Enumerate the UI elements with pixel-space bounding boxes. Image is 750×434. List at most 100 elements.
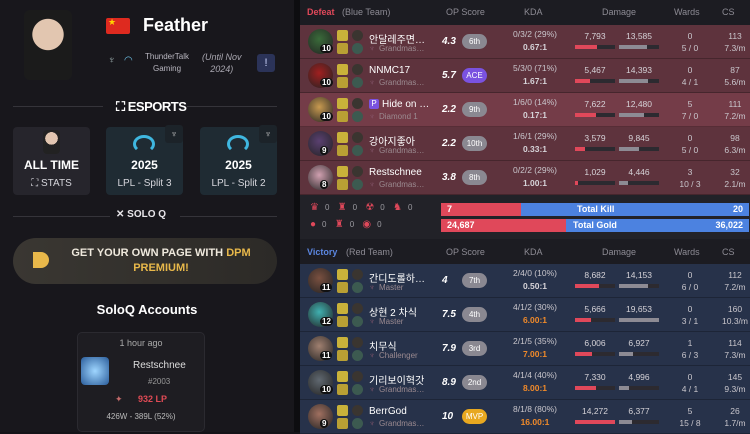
card-2025-split-2[interactable]: ♆ 2025 LPL - Split 2 bbox=[200, 125, 277, 195]
card-all-time-stats[interactable]: ALL TIME ⛶ STATS bbox=[13, 127, 90, 195]
damage-taken-fill bbox=[619, 45, 647, 49]
blue-result: Defeat bbox=[307, 7, 335, 17]
op-rank-badge: 4th bbox=[462, 307, 487, 322]
damage-taken: 14,153 bbox=[626, 270, 652, 280]
wards-placed-killed: 10 / 3 bbox=[679, 179, 701, 189]
op-rank-badge: 8th bbox=[462, 170, 487, 185]
china-flag-icon bbox=[106, 17, 130, 34]
damage-taken-bar bbox=[619, 386, 659, 390]
player-row[interactable]: 10 안달레주면… ♆ Grandmas… 4.3 6th 0/3/2 (29%… bbox=[300, 25, 750, 59]
damage-dealt-bar bbox=[575, 181, 615, 185]
wards-placed-killed: 4 / 1 bbox=[681, 384, 699, 394]
wards: 3 10 / 3 bbox=[678, 166, 702, 190]
player-row[interactable]: 11 간디도롤하… ♆ Master 4 7th 2/4/0 (10%) 0.5… bbox=[300, 264, 750, 298]
kda: 2/1/5 (35%) bbox=[513, 336, 557, 346]
team-name-line: Gaming bbox=[153, 64, 182, 73]
wards-placed-killed: 4 / 1 bbox=[681, 77, 699, 87]
col-op-score: OP Score bbox=[446, 7, 485, 17]
baron-count: 0 bbox=[324, 203, 330, 212]
op-rank-badge: 6th bbox=[462, 34, 487, 49]
summoner-name[interactable]: BerrGod bbox=[369, 406, 407, 417]
card-subtitle-text: STATS bbox=[41, 178, 72, 189]
cs-per-minute: 6.3/m bbox=[724, 145, 746, 155]
inhibitor-icon: ♜ bbox=[334, 219, 344, 230]
rank-tier: Grandmas… bbox=[379, 78, 425, 87]
damage-taken: 12,480 bbox=[626, 99, 652, 109]
wards: 0 4 / 1 bbox=[678, 64, 702, 88]
summoner-name[interactable]: Hide on b… bbox=[382, 99, 434, 110]
damage-dealt-fill bbox=[575, 147, 586, 151]
op-score: 7.5 bbox=[442, 309, 456, 320]
damage-dealt-bar bbox=[575, 113, 615, 117]
wards-placed-killed: 3 / 1 bbox=[681, 316, 699, 326]
player-thumbnail bbox=[43, 130, 60, 154]
team-name[interactable]: ThunderTalk Gaming bbox=[145, 51, 189, 75]
player-row[interactable]: 11 치무식 ♆ Challenger 7.9 3rd 2/1/5 (35%) … bbox=[300, 332, 750, 366]
damage-taken-bar bbox=[619, 79, 659, 83]
damage-dealt: 8,682 bbox=[584, 270, 606, 280]
rank-tier: Master bbox=[379, 283, 404, 292]
cs-per-minute: 5.6/m bbox=[724, 77, 746, 87]
summoner-spell-icon bbox=[337, 64, 348, 75]
damage-dealt-bar bbox=[575, 386, 615, 390]
player-row[interactable]: 10 기리보이혁갓 ♆ Grandmas… 8.9 2nd 4/1/4 (40%… bbox=[300, 366, 750, 400]
keystone-rune-icon bbox=[352, 132, 363, 143]
cs-total: 160 bbox=[727, 304, 743, 314]
damage-taken: 6,377 bbox=[628, 406, 650, 416]
kda: 0/2/2 (29%) bbox=[513, 165, 557, 175]
champion-level: 9 bbox=[320, 419, 329, 428]
secondary-rune-icon bbox=[352, 43, 363, 54]
summoner-spell-icon bbox=[337, 98, 348, 109]
player-row[interactable]: 10 P Hide on b… ♆ Diamond 1 2.2 9th 1/6/… bbox=[300, 93, 750, 127]
team-until: (Until Nov 2024) bbox=[202, 51, 242, 75]
col-wards: Wards bbox=[674, 247, 700, 257]
summoner-spell-icon bbox=[337, 350, 348, 361]
card-2025-split-3[interactable]: ♆ 2025 LPL - Split 3 bbox=[106, 125, 183, 195]
damage-dealt-fill bbox=[575, 318, 591, 322]
op-score: 7.9 bbox=[442, 343, 456, 354]
damage-taken-bar bbox=[619, 147, 659, 151]
blue-gold-fill bbox=[441, 219, 567, 232]
keystone-rune-icon bbox=[352, 303, 363, 314]
cs-per-minute: 9.3/m bbox=[724, 384, 746, 394]
divider bbox=[180, 216, 277, 217]
rank-tier: Grandmas… bbox=[379, 44, 425, 53]
promo-premium: PREMIUM! bbox=[133, 262, 189, 274]
summoner-name[interactable]: Restschnee bbox=[369, 167, 422, 178]
op-score: 3.8 bbox=[442, 172, 456, 183]
cs: 145 9.3/m bbox=[720, 371, 750, 395]
op-rank-badge: 10th bbox=[462, 136, 487, 151]
player-row[interactable]: 12 상현 2 차식 ♆ Master 7.5 4th 4/1/2 (30%) … bbox=[300, 298, 750, 332]
premium-promo-button[interactable]: GET YOUR OWN PAGE WITH DPM PREMIUM! bbox=[13, 238, 277, 284]
player-row[interactable]: 9 BerrGod ♆ Grandmas… 10 MVP 8/1/8 (80%)… bbox=[300, 400, 750, 434]
op-score: 4.3 bbox=[442, 36, 456, 47]
red-result: Victory bbox=[307, 247, 338, 257]
col-cs: CS bbox=[722, 7, 735, 17]
op-rank-badge: 2nd bbox=[462, 375, 487, 390]
player-row[interactable]: 8 Restschnee ♆ Grandmas… 3.8 8th 0/2/2 (… bbox=[300, 161, 750, 195]
trophy-button[interactable]: ! bbox=[257, 54, 275, 72]
cs-per-minute: 10.3/m bbox=[722, 316, 748, 326]
damage-dealt-fill bbox=[575, 386, 596, 390]
rank-icon: ♆ bbox=[369, 78, 375, 87]
damage-dealt-fill bbox=[575, 420, 615, 424]
player-row[interactable]: 10 NNMC17 ♆ Grandmas… 5.7 ACE 5/3/0 (71%… bbox=[300, 59, 750, 93]
damage-dealt-fill bbox=[575, 352, 592, 356]
player-row[interactable]: 9 강아지좋아 ♆ Grandmas… 2.2 10th 1/6/1 (29%)… bbox=[300, 127, 750, 161]
summoner-name[interactable]: NNMC17 bbox=[369, 65, 411, 76]
match-scoreboard: Defeat (Blue Team) OP Score KDA Damage W… bbox=[300, 0, 750, 434]
damage-taken: 14,393 bbox=[626, 65, 652, 75]
tower-count: 0 bbox=[322, 220, 327, 229]
damage-taken-bar bbox=[619, 181, 659, 185]
account-lp: 932 LP bbox=[138, 394, 168, 404]
soloq-account-card[interactable]: 1 hour ago Restschnee #2003 ✦ 932 LP 426… bbox=[77, 332, 205, 432]
summoner-spell-icon bbox=[337, 111, 348, 122]
wards: 5 7 / 0 bbox=[678, 98, 702, 122]
rank-icon: ♆ bbox=[369, 351, 375, 360]
rank-icon: ♆ bbox=[369, 283, 375, 292]
pro-badge: P bbox=[369, 99, 379, 109]
wards: 0 3 / 1 bbox=[678, 303, 702, 327]
wards-placed-killed: 15 / 8 bbox=[679, 418, 701, 428]
summoner-spell-icon bbox=[337, 132, 348, 143]
team-logo-icon bbox=[227, 135, 249, 153]
